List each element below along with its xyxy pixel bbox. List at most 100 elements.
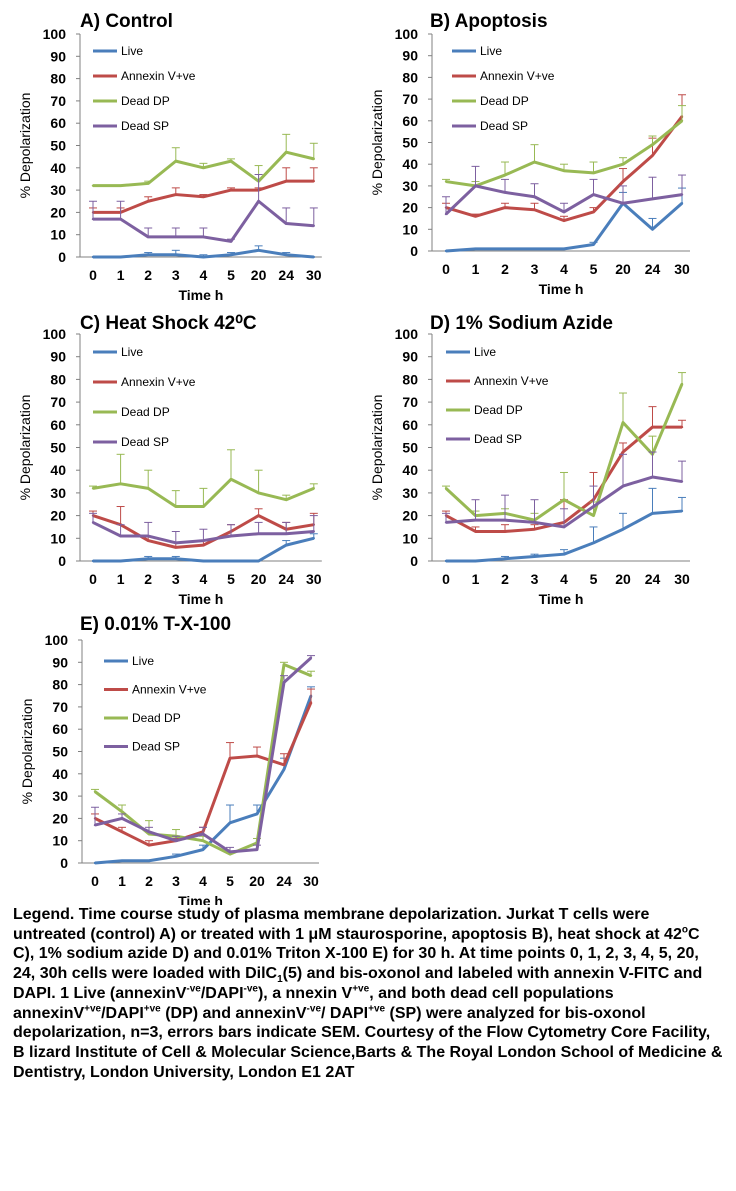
x-tick-label: 5	[226, 873, 234, 889]
y-axis-label: % Depolarization	[17, 93, 33, 199]
y-tick-label: 20	[402, 200, 418, 216]
data-point	[120, 859, 124, 862]
data-point	[93, 790, 97, 793]
x-tick-label: 20	[615, 261, 631, 277]
series-dead-sp	[89, 173, 318, 243]
y-tick-label: 30	[50, 485, 66, 501]
data-point	[680, 382, 684, 386]
data-point	[285, 222, 288, 225]
y-tick-label: 70	[52, 699, 68, 715]
y-axis-label: % Depolarization	[369, 90, 385, 196]
y-tick-label: 10	[402, 221, 418, 237]
caption-part: (DP) and annexinV	[160, 1004, 307, 1022]
series-live	[91, 533, 318, 563]
data-point	[147, 487, 150, 490]
data-point	[533, 555, 536, 558]
data-point	[621, 421, 625, 424]
data-point	[202, 195, 205, 198]
y-tick-label: 20	[50, 204, 66, 220]
data-point	[533, 528, 536, 531]
chart-panel-2: B) Apoptosis 0 10 20 30 40 50 60 70 80 90 100 0 1 2 3 4 5…	[369, 11, 690, 297]
data-point	[621, 528, 625, 531]
series-dead-sp	[89, 512, 318, 545]
data-point	[474, 559, 477, 563]
data-point	[680, 480, 684, 483]
data-point	[503, 518, 507, 522]
legend-label: Live	[121, 345, 143, 359]
data-point	[257, 491, 260, 495]
caption-sup: +ve	[84, 1003, 102, 1015]
x-tick-label: 30	[674, 571, 690, 587]
y-tick-label: 0	[410, 243, 418, 259]
y-tick-label: 60	[402, 113, 418, 129]
y-tick-label: 100	[43, 26, 67, 42]
legend-label: Dead SP	[474, 432, 522, 446]
x-axis-label: Time h	[178, 287, 223, 303]
data-point	[174, 557, 177, 560]
caption-part: /DAPI	[101, 1004, 144, 1022]
data-point	[562, 210, 566, 214]
y-tick-label: 80	[50, 71, 66, 87]
data-point	[503, 191, 507, 194]
data-point	[255, 848, 259, 851]
data-point	[533, 195, 536, 198]
x-tick-label: 24	[276, 873, 292, 889]
y-tick-label: 0	[410, 553, 418, 569]
y-tick-label: 60	[50, 115, 66, 131]
data-point	[120, 810, 124, 813]
x-axis-label: Time h	[539, 281, 584, 297]
data-point	[174, 541, 177, 545]
x-tick-label: 0	[442, 261, 450, 277]
data-point	[202, 559, 205, 563]
legend-label: Live	[121, 44, 143, 58]
y-tick-label: 0	[58, 249, 66, 265]
data-point	[651, 197, 654, 201]
x-tick-label: 30	[306, 571, 322, 587]
y-tick-label: 90	[52, 654, 68, 670]
caption-part: / DAPI	[321, 1004, 369, 1022]
caption-part: C C), 1% sodium azide D) and 0.01% Trito…	[13, 925, 700, 983]
data-point	[680, 119, 684, 123]
x-tick-label: 1	[117, 571, 125, 587]
x-tick-label: 0	[91, 873, 99, 889]
y-tick-label: 10	[52, 833, 68, 849]
chart-panel-5: E) 0.01% T-X-100 0 10 20 30 40 50 60 70 80 90 100 0 1…	[19, 614, 319, 905]
x-tick-label: 3	[172, 873, 180, 889]
data-point	[201, 848, 205, 851]
y-tick-label: 80	[50, 371, 66, 387]
caption-sup: +ve	[352, 983, 370, 995]
y-axis-label: % Depolarization	[369, 395, 385, 501]
data-point	[474, 247, 477, 251]
data-point	[91, 184, 95, 187]
data-point	[592, 171, 595, 175]
data-point	[309, 656, 313, 660]
data-point	[147, 534, 150, 538]
y-tick-label: 50	[402, 135, 418, 151]
data-point	[257, 514, 260, 517]
x-tick-label: 20	[251, 267, 267, 283]
series-live	[91, 245, 315, 259]
y-tick-label: 100	[395, 326, 419, 342]
data-point	[621, 484, 625, 488]
legend-label: Dead DP	[121, 94, 170, 108]
x-tick-label: 1	[472, 571, 480, 587]
data-point	[228, 756, 232, 760]
data-point	[119, 482, 122, 486]
data-point	[119, 534, 122, 538]
legend-label: Dead SP	[121, 119, 169, 133]
data-point	[229, 253, 233, 256]
x-tick-label: 4	[200, 571, 208, 587]
data-point	[174, 235, 177, 239]
data-point	[147, 235, 150, 239]
y-axis-label: % Depolarization	[17, 395, 33, 501]
data-point	[680, 193, 684, 196]
data-point	[474, 184, 477, 188]
data-point	[592, 193, 595, 196]
y-tick-label: 0	[58, 553, 66, 569]
x-tick-label: 4	[199, 873, 207, 889]
caption-sup: +ve	[143, 1003, 161, 1015]
data-point	[201, 832, 205, 836]
data-point	[120, 830, 124, 833]
x-tick-label: 1	[118, 873, 126, 889]
legend-label: Annexin V+ve	[121, 375, 196, 389]
